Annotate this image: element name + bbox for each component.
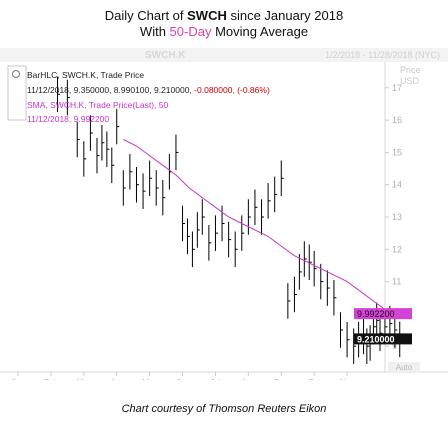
- y-tick-label: 15: [392, 147, 402, 157]
- price-bar: [208, 225, 212, 261]
- price-bar: [175, 134, 179, 171]
- price-bar: [340, 312, 344, 348]
- currency-label-price: Price: [400, 65, 421, 75]
- price-bar: [196, 212, 200, 248]
- price-chart: SWCH.K 1/2/2018 - 11/28/2018 (NYC) Price…: [0, 48, 448, 380]
- price-bar: [186, 218, 190, 255]
- price-bar: [89, 115, 93, 151]
- y-tick-label: 11: [392, 277, 401, 287]
- x-axis: JanFebMarAprMayJunJulAugSepOctNovQ1 2018…: [12, 372, 354, 380]
- legend: BarHLC, SWCH.K, Trade Price 11/12/2018, …: [7, 65, 270, 124]
- chart-caption: Chart courtesy of Thomson Reuters Eikon: [121, 403, 327, 415]
- price-bar: [83, 141, 87, 177]
- price-bar: [326, 270, 330, 306]
- price-bar: [162, 179, 166, 216]
- x-tick-label: Jul: [210, 378, 220, 380]
- price-bar: [221, 205, 225, 242]
- price-bar: [241, 215, 245, 251]
- price-bar: [155, 170, 159, 206]
- price-bar: [247, 199, 251, 235]
- watermark-date-range: 1/2/2018 - 11/28/2018 (NYC): [325, 50, 440, 60]
- price-bar: [135, 166, 139, 203]
- sma-last-value: 9.992200: [357, 309, 395, 319]
- price-bar: [376, 302, 380, 339]
- price-bar: [261, 199, 265, 235]
- sma-last-tag: [354, 308, 412, 320]
- x-tick-label: Nov: [340, 378, 354, 380]
- price-bar: [274, 176, 278, 213]
- legend-toggle-icon[interactable]: [12, 70, 20, 78]
- x-tick-label: Feb: [44, 378, 58, 380]
- price-bar: [142, 173, 146, 209]
- price-bar: [379, 315, 383, 352]
- sma-line-group: [123, 139, 400, 315]
- price-bar: [76, 121, 80, 158]
- price-bar: [111, 147, 115, 184]
- price-bar: [254, 189, 258, 226]
- watermark-band: [0, 48, 448, 62]
- y-tick-label: 12: [392, 244, 402, 254]
- price-bar: [122, 170, 126, 206]
- x-tick-label: Jun: [176, 378, 189, 380]
- x-tick-label: Apr: [111, 378, 124, 380]
- price-bar: [116, 108, 120, 145]
- price-bars: [56, 76, 403, 364]
- last-value-tags: 9.992200 9.210000: [354, 308, 412, 345]
- price-bar: [66, 79, 70, 116]
- price-bar: [293, 276, 297, 313]
- ticker-label: SWCH: [187, 8, 227, 23]
- price-bar: [96, 137, 100, 174]
- price-bar: [106, 131, 110, 167]
- watermark-symbol: SWCH.K: [145, 50, 186, 61]
- x-tick-label: Oct: [308, 378, 321, 380]
- title-line-2: With 50-Day Moving Average: [139, 24, 309, 39]
- legend-price-values: 11/12/2018, 9.350000, 8.990100, 9.210000…: [27, 85, 270, 95]
- price-bar: [214, 215, 218, 251]
- x-tick-label: Mar: [77, 378, 91, 380]
- price-bar: [353, 328, 357, 364]
- x-tick-label: Jan: [12, 378, 25, 380]
- price-bar: [129, 154, 133, 190]
- price-bar: [191, 231, 195, 268]
- price-bar: [228, 221, 232, 258]
- price-last-tag: [354, 333, 412, 345]
- currency-label-usd: USD: [400, 76, 420, 86]
- title-line-1: Daily Chart of SWCH since January 2018: [104, 8, 344, 23]
- x-tick-label: May: [142, 378, 157, 380]
- price-bar: [298, 254, 302, 290]
- price-bar: [308, 244, 312, 280]
- price-bar: [303, 241, 307, 277]
- price-bar: [320, 263, 324, 300]
- price-bar: [280, 160, 284, 197]
- y-tick-label: 16: [392, 115, 402, 125]
- auto-scale-box[interactable]: [388, 362, 420, 372]
- legend-sma-value: 11/12/2018, 9.992200: [27, 114, 109, 124]
- y-tick-label: 17: [392, 83, 402, 93]
- price-bar: [287, 283, 291, 319]
- price-bar: [101, 124, 105, 161]
- price-bar: [149, 160, 153, 197]
- price-last-value: 9.210000: [357, 334, 395, 344]
- legend-price-name: BarHLC, SWCH.K, Trade Price: [27, 70, 144, 80]
- x-tick-label: Aug: [241, 378, 255, 380]
- price-bar: [267, 183, 271, 219]
- y-tick-label: 13: [392, 212, 402, 222]
- price-bar: [313, 250, 317, 287]
- chart-title: Daily Chart of SWCH since January 2018 W…: [0, 8, 448, 40]
- price-bar: [333, 279, 337, 316]
- legend-bracket: [7, 65, 27, 121]
- price-bar: [56, 76, 60, 113]
- x-tick-label: Sep: [274, 378, 289, 380]
- sma-line: [123, 139, 400, 315]
- ma-period-label: 50-Day: [169, 24, 212, 39]
- legend-sma-name: SMA, SWCH.K, Trade Price(Last), 50: [27, 100, 169, 110]
- y-tick-label: 14: [392, 180, 402, 190]
- price-bar: [346, 321, 350, 358]
- price-bar: [182, 205, 186, 242]
- price-bar: [201, 199, 205, 235]
- auto-scale-label[interactable]: Auto: [396, 363, 413, 372]
- price-bar: [234, 231, 238, 268]
